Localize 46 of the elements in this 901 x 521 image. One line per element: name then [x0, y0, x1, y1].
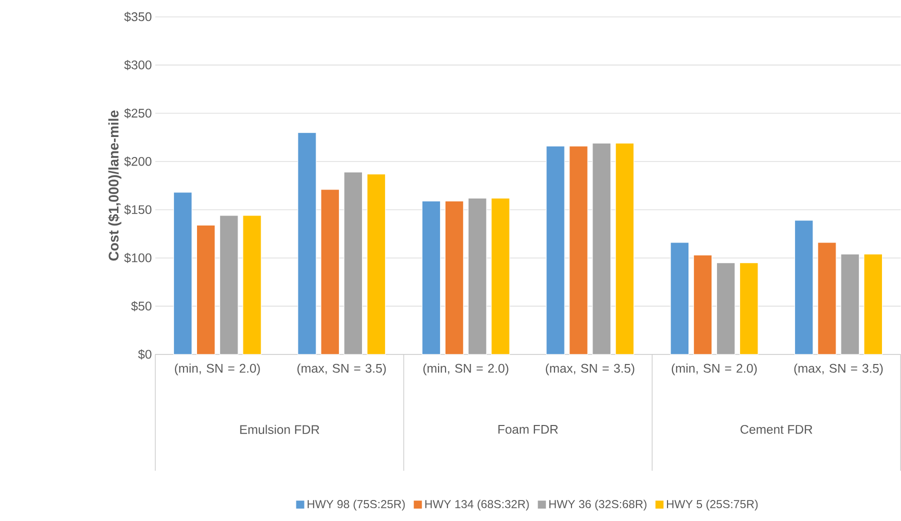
x-tick-label: (max, SN = 3.5) — [546, 363, 634, 376]
bar — [739, 262, 758, 355]
text: Emulsion FDR — [240, 424, 320, 434]
text: Cement FDR — [740, 424, 812, 434]
bar — [422, 200, 441, 355]
y-tick-label: $0 — [138, 349, 152, 360]
y-tick-label: $100 — [124, 252, 152, 263]
bar — [569, 146, 588, 355]
bar — [693, 254, 712, 355]
bar — [344, 172, 363, 355]
y-tick-label: $150 — [124, 204, 152, 215]
bar — [173, 192, 192, 355]
bar — [220, 215, 238, 355]
x-tick-label: (min, SN = 2.0) — [672, 363, 757, 376]
y-tick-label: $50 — [131, 300, 152, 312]
bar — [670, 242, 690, 355]
x-tick-label: (min, SN = 2.0) — [423, 363, 508, 376]
text: Foam FDR — [498, 424, 558, 434]
bar — [818, 242, 836, 355]
bar — [366, 174, 386, 355]
bar — [196, 224, 216, 355]
x-tick-label: (min, SN = 2.0) — [174, 363, 260, 376]
bar — [468, 198, 487, 355]
legend-label: HWY 5 (25S:75R) — [666, 500, 758, 510]
y-axis-title: Cost ($1,000)/lane-mile — [108, 110, 122, 260]
y-tick-label: $200 — [124, 156, 152, 166]
legend-label: HWY 98 (75S:25R) — [308, 500, 405, 510]
legend-label: HWY 36 (32S:68R) — [549, 500, 646, 510]
y-tick-label: $250 — [124, 108, 152, 118]
bar — [840, 254, 860, 355]
bar — [242, 215, 262, 355]
bar — [592, 142, 612, 355]
bar — [615, 142, 634, 355]
bar — [716, 262, 736, 355]
bar — [864, 254, 883, 355]
x-tick-label: (max, SN = 3.5) — [297, 363, 386, 376]
y-tick-label: $350 — [124, 12, 152, 22]
bar — [794, 220, 814, 355]
bar — [546, 146, 565, 355]
bar — [320, 189, 340, 355]
bar — [444, 200, 464, 355]
bar — [298, 132, 316, 355]
legend-label: HWY 134 (68S:32R) — [425, 500, 529, 510]
x-tick-label: (max, SN = 3.5) — [794, 363, 883, 376]
y-tick-label: $300 — [124, 60, 152, 70]
bar — [491, 198, 510, 355]
